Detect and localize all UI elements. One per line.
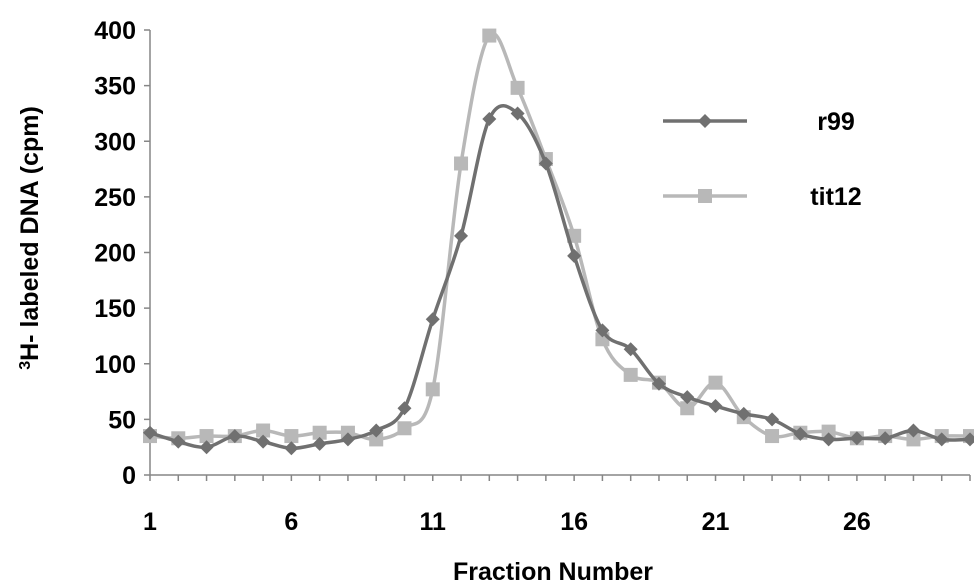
data-point-r99	[963, 432, 974, 447]
data-point-r99	[510, 106, 525, 121]
legend: r99 tit12	[663, 108, 862, 211]
data-point-tit12	[425, 382, 440, 397]
y-tick-label: 250	[94, 184, 136, 212]
data-point-tit12	[680, 401, 695, 416]
legend-label: r99	[817, 108, 855, 136]
data-point-r99	[397, 401, 412, 416]
x-tick-label: 16	[560, 508, 588, 536]
data-point-r99	[256, 434, 271, 449]
y-tick-label: 400	[94, 17, 136, 45]
data-point-r99	[143, 425, 157, 440]
series-line-r99	[149, 104, 971, 451]
y-tick-label: 50	[108, 406, 136, 434]
series-r99	[143, 104, 974, 456]
data-point-r99	[793, 426, 808, 441]
data-point-r99	[878, 431, 893, 446]
y-tick-label: 100	[94, 351, 136, 379]
series-layer	[143, 28, 974, 456]
x-tick-label: 21	[702, 508, 730, 536]
legend-entry-r99: r99	[663, 108, 855, 136]
data-point-r99	[340, 432, 355, 447]
y-tick-label: 300	[94, 128, 136, 156]
legend-marker	[698, 114, 712, 128]
data-point-tit12	[708, 375, 723, 390]
data-point-r99	[567, 248, 582, 263]
data-point-r99	[821, 432, 836, 447]
data-point-r99	[454, 228, 469, 243]
y-tick-label: 200	[94, 240, 136, 268]
x-axis-title: Fraction Number	[453, 558, 653, 585]
data-point-r99	[736, 406, 751, 421]
data-point-r99	[765, 412, 780, 427]
data-point-tit12	[199, 429, 214, 444]
y-tick-label: 0	[122, 462, 136, 490]
series-line-tit12	[149, 31, 971, 442]
y-axis-title-main: H- labeled DNA (cpm)	[16, 106, 44, 361]
y-tick-label: 350	[94, 73, 136, 101]
data-point-r99	[425, 312, 440, 327]
data-point-tit12	[256, 423, 271, 438]
data-point-tit12	[312, 425, 327, 440]
data-point-r99	[906, 423, 921, 438]
y-axis-title: 3H- labeled DNA (cpm)	[16, 106, 44, 370]
data-point-r99	[623, 342, 638, 357]
data-point-r99	[369, 423, 384, 438]
data-point-r99	[284, 441, 299, 456]
data-point-r99	[708, 399, 723, 414]
data-point-r99	[199, 440, 214, 455]
data-point-r99	[538, 156, 553, 171]
x-tick-label: 1	[143, 508, 157, 536]
data-point-tit12	[510, 80, 525, 95]
data-point-r99	[171, 434, 186, 449]
data-point-r99	[312, 436, 327, 451]
data-point-r99	[849, 431, 864, 446]
data-point-tit12	[821, 424, 836, 439]
legend-label: tit12	[810, 183, 861, 211]
data-point-tit12	[482, 28, 497, 43]
data-point-r99	[934, 432, 949, 447]
data-point-tit12	[906, 432, 921, 447]
data-point-tit12	[454, 156, 469, 171]
data-point-tit12	[765, 429, 780, 444]
data-point-r99	[651, 376, 666, 391]
data-point-tit12	[369, 432, 384, 447]
data-point-tit12	[284, 429, 299, 444]
y-tick-label: 150	[94, 295, 136, 323]
legend-entry-tit12: tit12	[663, 183, 862, 211]
data-point-r99	[680, 390, 695, 405]
data-point-r99	[482, 112, 497, 126]
series-tit12	[143, 28, 974, 447]
y-axis-title-superscript: 3	[17, 361, 34, 370]
x-tick-label: 26	[843, 508, 871, 536]
legend-marker	[698, 189, 712, 203]
data-point-tit12	[623, 367, 638, 382]
data-point-r99	[595, 323, 610, 338]
data-point-tit12	[397, 421, 412, 436]
data-point-r99	[227, 429, 242, 444]
x-tick-label: 11	[420, 508, 447, 536]
x-tick-label: 6	[284, 508, 298, 536]
